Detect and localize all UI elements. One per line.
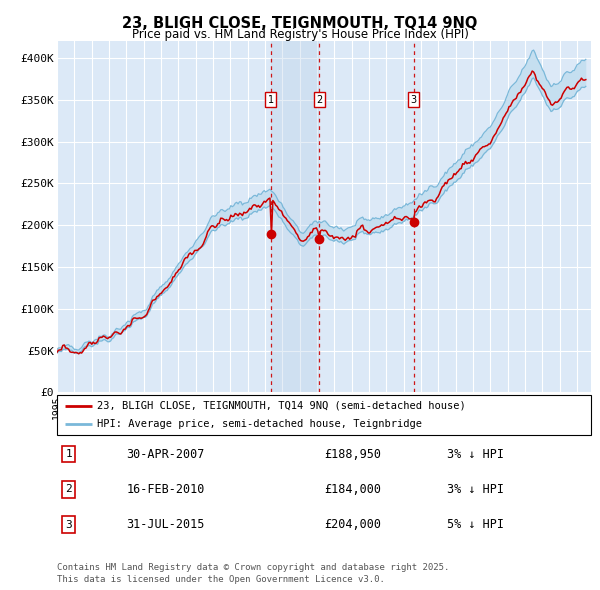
Text: 3% ↓ HPI: 3% ↓ HPI — [447, 483, 504, 496]
Text: 30-APR-2007: 30-APR-2007 — [127, 447, 205, 461]
Text: 16-FEB-2010: 16-FEB-2010 — [127, 483, 205, 496]
Text: 3% ↓ HPI: 3% ↓ HPI — [447, 447, 504, 461]
Text: HPI: Average price, semi-detached house, Teignbridge: HPI: Average price, semi-detached house,… — [97, 419, 422, 429]
Text: 23, BLIGH CLOSE, TEIGNMOUTH, TQ14 9NQ (semi-detached house): 23, BLIGH CLOSE, TEIGNMOUTH, TQ14 9NQ (s… — [97, 401, 466, 411]
Text: £204,000: £204,000 — [324, 518, 381, 532]
Text: 1: 1 — [268, 95, 274, 105]
Text: £188,950: £188,950 — [324, 447, 381, 461]
Text: Contains HM Land Registry data © Crown copyright and database right 2025.: Contains HM Land Registry data © Crown c… — [57, 563, 449, 572]
Text: £184,000: £184,000 — [324, 483, 381, 496]
Text: 1: 1 — [65, 449, 72, 459]
Text: 3: 3 — [411, 95, 417, 105]
Text: Price paid vs. HM Land Registry's House Price Index (HPI): Price paid vs. HM Land Registry's House … — [131, 28, 469, 41]
Text: 2: 2 — [316, 95, 322, 105]
Text: 23, BLIGH CLOSE, TEIGNMOUTH, TQ14 9NQ: 23, BLIGH CLOSE, TEIGNMOUTH, TQ14 9NQ — [122, 16, 478, 31]
Bar — [271, 41, 319, 392]
Text: 5% ↓ HPI: 5% ↓ HPI — [447, 518, 504, 532]
Text: 31-JUL-2015: 31-JUL-2015 — [127, 518, 205, 532]
Text: 2: 2 — [65, 484, 72, 494]
Text: 3: 3 — [65, 520, 72, 530]
Text: This data is licensed under the Open Government Licence v3.0.: This data is licensed under the Open Gov… — [57, 575, 385, 584]
